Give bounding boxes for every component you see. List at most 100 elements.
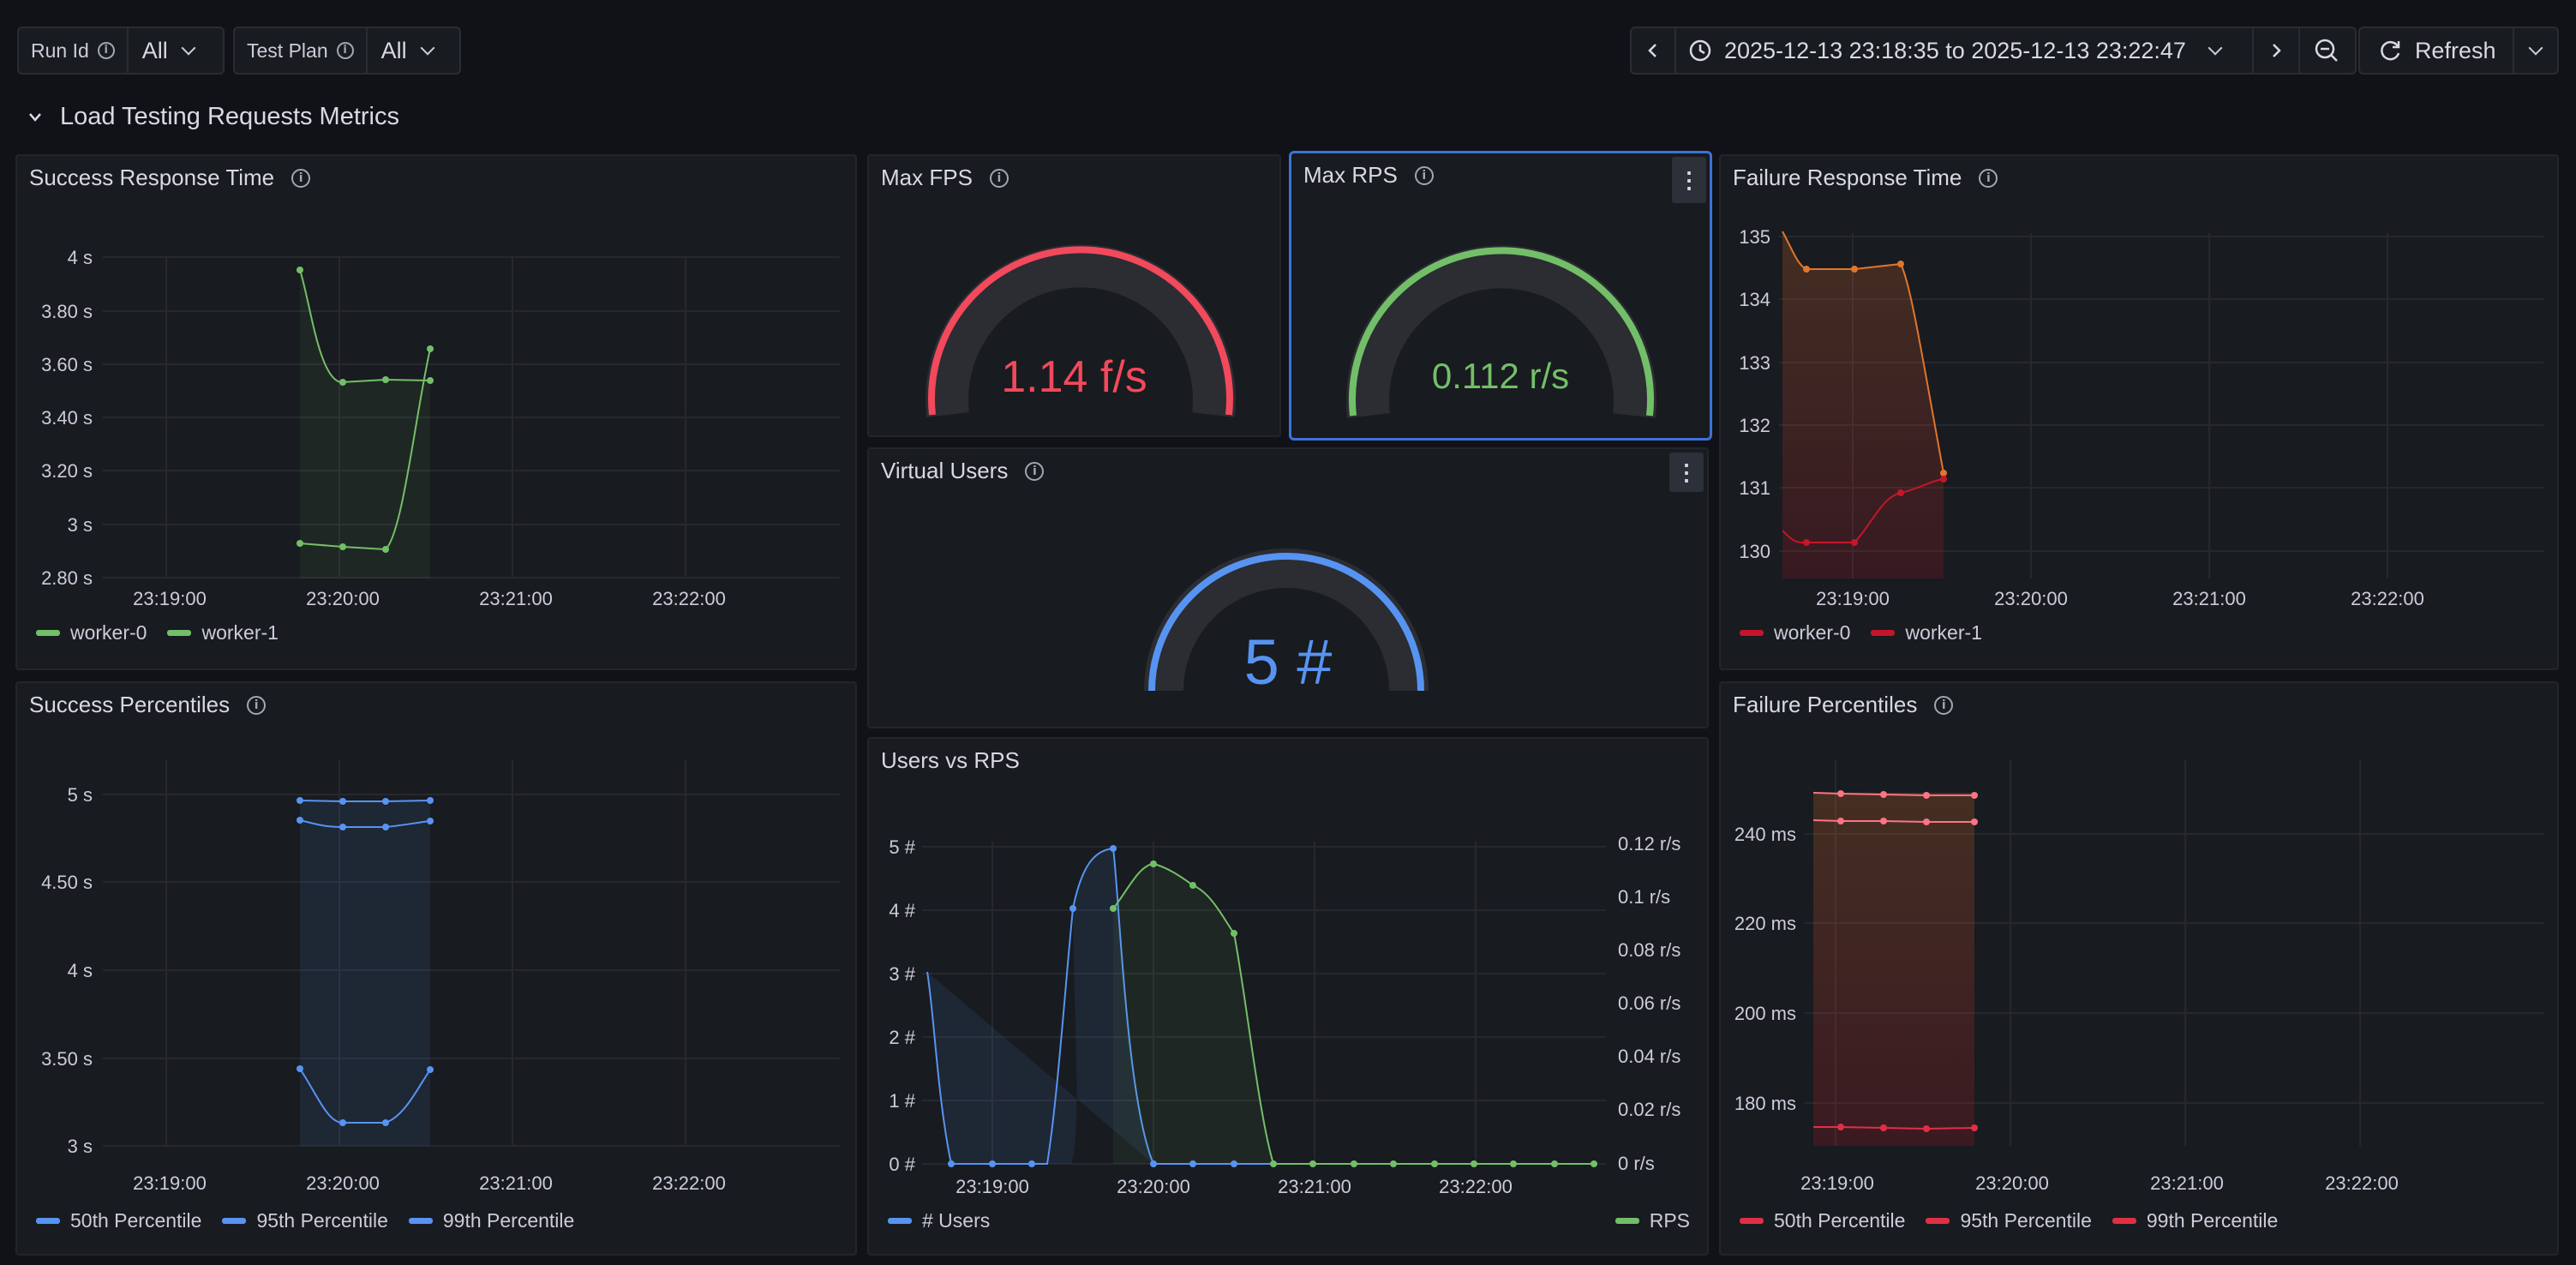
legend-item-users[interactable]: # Users — [888, 1209, 990, 1232]
legend-right: RPS — [1614, 1209, 1690, 1232]
row-header[interactable]: Load Testing Requests Metrics — [27, 103, 399, 131]
y-tick: 5 s — [68, 784, 93, 806]
legend-item-worker-0[interactable]: worker-0 — [36, 621, 147, 644]
zoom-out-button[interactable] — [2300, 28, 2353, 73]
info-icon[interactable]: i — [989, 168, 1009, 188]
gauge-track — [926, 244, 1236, 417]
y-tick: 132 — [1739, 415, 1770, 436]
point — [1851, 266, 1858, 273]
info-icon[interactable]: i — [1025, 461, 1045, 481]
panel-title-wrap: Success Percentiles i — [29, 692, 267, 718]
legend-label: 50th Percentile — [70, 1209, 202, 1232]
point — [1971, 818, 1978, 825]
y-right-tick: 0.02 r/s — [1618, 1099, 1680, 1120]
legend: 50th Percentile 95th Percentile 99th Per… — [1740, 1209, 2278, 1232]
area-fill — [1813, 793, 1974, 1146]
legend-label: worker-0 — [1774, 621, 1851, 644]
point — [339, 543, 346, 550]
y-right-tick: 0.1 r/s — [1618, 886, 1670, 908]
panel-title-wrap: Failure Percentiles i — [1733, 692, 1954, 718]
y-right-tick: 0.12 r/s — [1618, 833, 1680, 854]
y-tick: 3.50 s — [41, 1048, 93, 1070]
y-tick: 4 s — [68, 247, 93, 268]
run-id-select[interactable]: All — [129, 28, 207, 73]
x-tick: 23:22:00 — [652, 588, 726, 609]
legend-swatch — [222, 1218, 247, 1224]
chevron-down-icon — [420, 40, 435, 56]
info-icon[interactable]: i — [1934, 695, 1954, 715]
panel-success-percentiles: Success Percentiles i 5 s 4.50 s 4 s 3.5… — [15, 681, 857, 1256]
refresh-button[interactable]: Refresh — [2360, 28, 2515, 73]
legend-item-99th[interactable]: 99th Percentile — [2112, 1209, 2278, 1232]
legend-label: 50th Percentile — [1774, 1209, 1906, 1232]
x-tick: 23:19:00 — [1816, 588, 1890, 609]
legend-swatch — [1614, 1218, 1639, 1224]
x-tick: 23:21:00 — [479, 1172, 553, 1194]
time-back-button[interactable] — [1632, 28, 1676, 73]
point — [427, 345, 434, 352]
y-tick: 3.60 s — [41, 354, 93, 375]
legend-label: 99th Percentile — [2146, 1209, 2279, 1232]
time-range-text: 2025-12-13 23:18:35 to 2025-12-13 23:22:… — [1724, 37, 2186, 63]
panel-failure-percentiles: Failure Percentiles i 240 ms 220 ms 200 … — [1719, 681, 2559, 1256]
y-tick: 4 s — [68, 960, 93, 981]
point — [1880, 1124, 1887, 1131]
y-left-tick: 0 # — [889, 1154, 915, 1175]
point — [339, 798, 346, 805]
y-tick: 130 — [1739, 541, 1770, 562]
panel-max-fps: Max FPS i 1.14 f/s — [867, 154, 1281, 437]
legend-item-95th[interactable]: 95th Percentile — [1926, 1209, 2092, 1232]
series-line-worker-1 — [1782, 478, 1944, 544]
point — [1309, 1160, 1316, 1167]
legend-item-worker-1[interactable]: worker-1 — [1871, 621, 1982, 644]
panel-menu-button[interactable]: ⋮ — [1672, 157, 1706, 203]
y-right-tick: 0 r/s — [1618, 1153, 1655, 1174]
info-icon[interactable]: i — [1414, 165, 1434, 185]
point — [1028, 1160, 1035, 1167]
panel-title: Max FPS — [881, 165, 973, 190]
area-fill-worker-0 — [300, 270, 430, 579]
gauge-value: 5 # — [1243, 627, 1333, 698]
legend-item-worker-1[interactable]: worker-1 — [167, 621, 279, 644]
test-plan-select[interactable]: All — [368, 28, 446, 73]
info-icon[interactable]: i — [1979, 168, 1998, 188]
point — [1837, 1124, 1844, 1130]
point — [297, 267, 303, 273]
point — [989, 1160, 996, 1167]
legend-item-99th[interactable]: 99th Percentile — [408, 1209, 574, 1232]
legend-item-50th[interactable]: 50th Percentile — [36, 1209, 201, 1232]
point — [297, 797, 303, 804]
point — [1231, 930, 1237, 937]
kebab-menu-icon: ⋮ — [1678, 166, 1700, 193]
legend-label: RPS — [1649, 1209, 1690, 1232]
panel-title-wrap: Failure Response Time i — [1733, 165, 1998, 191]
x-tick: 23:19:00 — [133, 588, 207, 609]
panel-title: Success Response Time — [29, 165, 275, 190]
legend-item-95th[interactable]: 95th Percentile — [222, 1209, 388, 1232]
x-tick: 23:20:00 — [306, 1172, 380, 1194]
point — [297, 817, 303, 824]
legend-item-worker-0[interactable]: worker-0 — [1740, 621, 1850, 644]
point — [1150, 1160, 1157, 1167]
kebab-menu-icon: ⋮ — [1675, 459, 1698, 485]
y-tick: 4.50 s — [41, 872, 93, 893]
refresh-interval-select[interactable] — [2514, 28, 2557, 73]
info-icon[interactable]: i — [291, 168, 311, 188]
panel-title: Failure Response Time — [1733, 165, 1962, 190]
point — [1897, 489, 1904, 496]
panel-title-wrap: Virtual Users i — [881, 458, 1045, 484]
info-icon[interactable]: i — [247, 695, 267, 715]
run-id-label-wrap: Run Id i — [19, 28, 129, 73]
x-tick: 23:22:00 — [1439, 1176, 1513, 1197]
legend-swatch — [1740, 630, 1764, 636]
x-tick: 23:21:00 — [479, 588, 553, 609]
legend-item-rps[interactable]: RPS — [1614, 1209, 1690, 1232]
time-forward-button[interactable] — [2254, 28, 2300, 73]
gauge-arc — [1349, 247, 1654, 417]
legend-item-50th[interactable]: 50th Percentile — [1740, 1209, 1905, 1232]
area-fill — [1782, 231, 1944, 579]
x-tick: 23:22:00 — [2325, 1172, 2399, 1194]
panel-menu-button[interactable]: ⋮ — [1669, 453, 1704, 492]
point — [1923, 818, 1930, 825]
time-range-button[interactable]: 2025-12-13 23:18:35 to 2025-12-13 23:22:… — [1676, 28, 2254, 73]
